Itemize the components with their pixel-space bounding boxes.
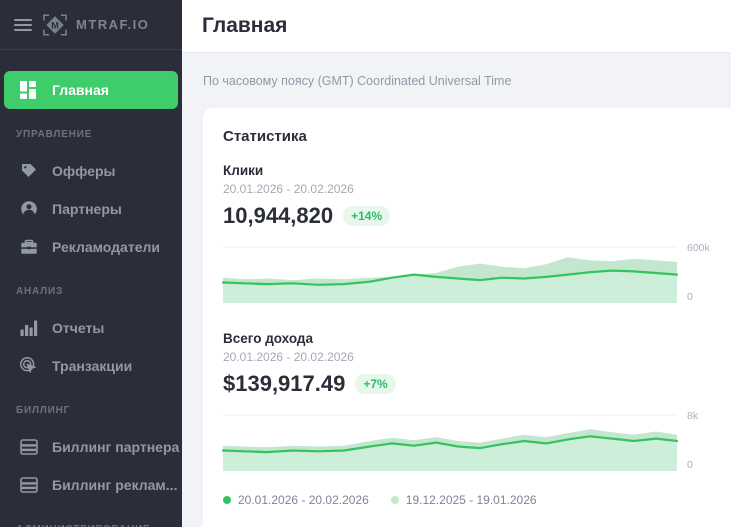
svg-text:0: 0 — [687, 459, 693, 471]
svg-text:600k: 600k — [687, 242, 711, 254]
svg-text:M: M — [51, 20, 59, 30]
svg-text:8k: 8k — [687, 410, 699, 422]
svg-text:0: 0 — [687, 291, 693, 303]
